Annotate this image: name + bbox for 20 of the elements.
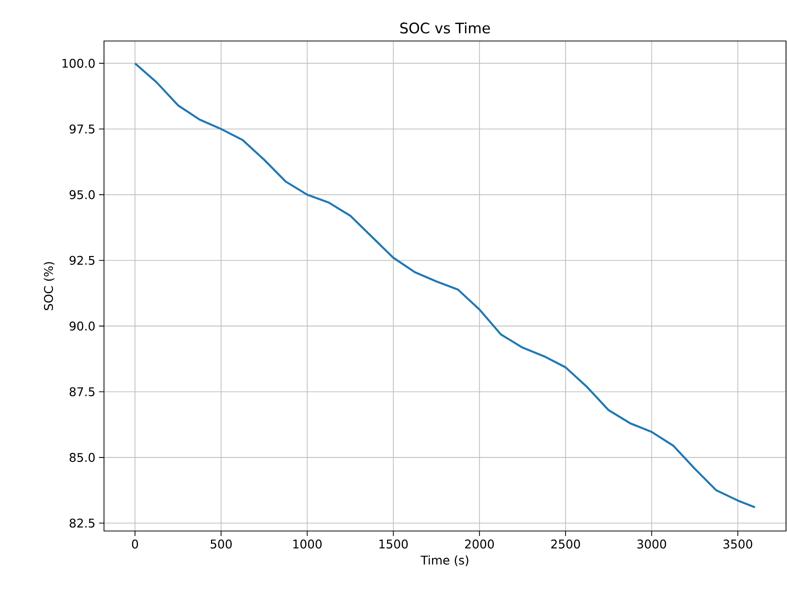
y-tick-label: 85.0 — [70, 452, 95, 462]
y-tick-label: 87.5 — [70, 387, 94, 396]
x-axis-title: Time (s) — [420, 555, 468, 566]
x-tick-label: 3000 — [637, 540, 666, 549]
y-tick-label: 90.0 — [70, 322, 95, 331]
y-tick-label: 95.0 — [70, 190, 95, 200]
y-tick-label: 92.5 — [70, 256, 94, 265]
x-tick-label: 2000 — [465, 540, 494, 549]
line-series — [134, 62, 756, 508]
y-tick-label: 97.5 — [70, 124, 94, 134]
x-tick-label: 0 — [132, 540, 138, 549]
x-tick-label: 3500 — [723, 540, 752, 549]
y-tick-label: 82.5 — [70, 518, 94, 528]
y-axis-title: SOC (%) — [44, 262, 54, 310]
chart-title: SOC vs Time — [400, 22, 490, 34]
x-tick-label: 1500 — [379, 540, 408, 549]
x-tick-label: 500 — [210, 540, 232, 549]
x-tick-label: 1000 — [293, 540, 322, 549]
x-tick-label: 2500 — [551, 540, 580, 549]
y-tick-label: 100.0 — [62, 58, 95, 68]
